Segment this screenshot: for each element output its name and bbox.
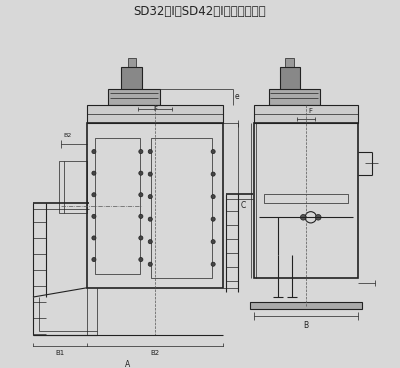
Text: C: C xyxy=(240,201,246,210)
Circle shape xyxy=(139,149,143,154)
Circle shape xyxy=(92,236,96,240)
Bar xyxy=(87,123,224,288)
Circle shape xyxy=(211,240,215,244)
Circle shape xyxy=(148,240,152,244)
Circle shape xyxy=(92,171,96,175)
Bar xyxy=(280,67,300,90)
Circle shape xyxy=(300,215,306,220)
Circle shape xyxy=(148,262,152,266)
Circle shape xyxy=(92,258,96,262)
Bar xyxy=(121,67,142,90)
Bar xyxy=(264,194,348,203)
Text: SD32－Ⅰ、SD42－Ⅰ收尘器结构图: SD32－Ⅰ、SD42－Ⅰ收尘器结构图 xyxy=(134,5,266,18)
Circle shape xyxy=(139,214,143,219)
Bar xyxy=(87,105,224,123)
Text: B1: B1 xyxy=(56,350,65,355)
Bar xyxy=(108,89,160,105)
Circle shape xyxy=(92,193,96,197)
Circle shape xyxy=(92,214,96,219)
Bar xyxy=(268,89,320,105)
Circle shape xyxy=(139,171,143,175)
Circle shape xyxy=(211,262,215,266)
Text: e: e xyxy=(235,92,239,101)
Text: B2: B2 xyxy=(63,134,71,138)
Bar xyxy=(254,123,358,278)
Circle shape xyxy=(211,195,215,199)
Circle shape xyxy=(148,195,152,199)
Bar xyxy=(128,58,136,69)
Circle shape xyxy=(139,236,143,240)
Text: F: F xyxy=(309,108,313,114)
Circle shape xyxy=(316,215,321,220)
Circle shape xyxy=(139,258,143,262)
Circle shape xyxy=(139,193,143,197)
Circle shape xyxy=(148,217,152,221)
Circle shape xyxy=(148,149,152,154)
Text: F: F xyxy=(153,106,157,112)
Bar xyxy=(254,105,358,123)
Circle shape xyxy=(211,172,215,176)
Bar xyxy=(95,138,140,274)
Circle shape xyxy=(92,149,96,154)
Text: B2: B2 xyxy=(150,350,160,355)
Bar xyxy=(151,138,212,278)
Bar xyxy=(286,58,294,69)
Circle shape xyxy=(211,149,215,154)
Bar xyxy=(250,302,362,309)
Text: A: A xyxy=(125,360,130,368)
Circle shape xyxy=(211,217,215,221)
Text: B: B xyxy=(304,321,309,330)
Bar xyxy=(59,161,87,213)
Circle shape xyxy=(148,172,152,176)
